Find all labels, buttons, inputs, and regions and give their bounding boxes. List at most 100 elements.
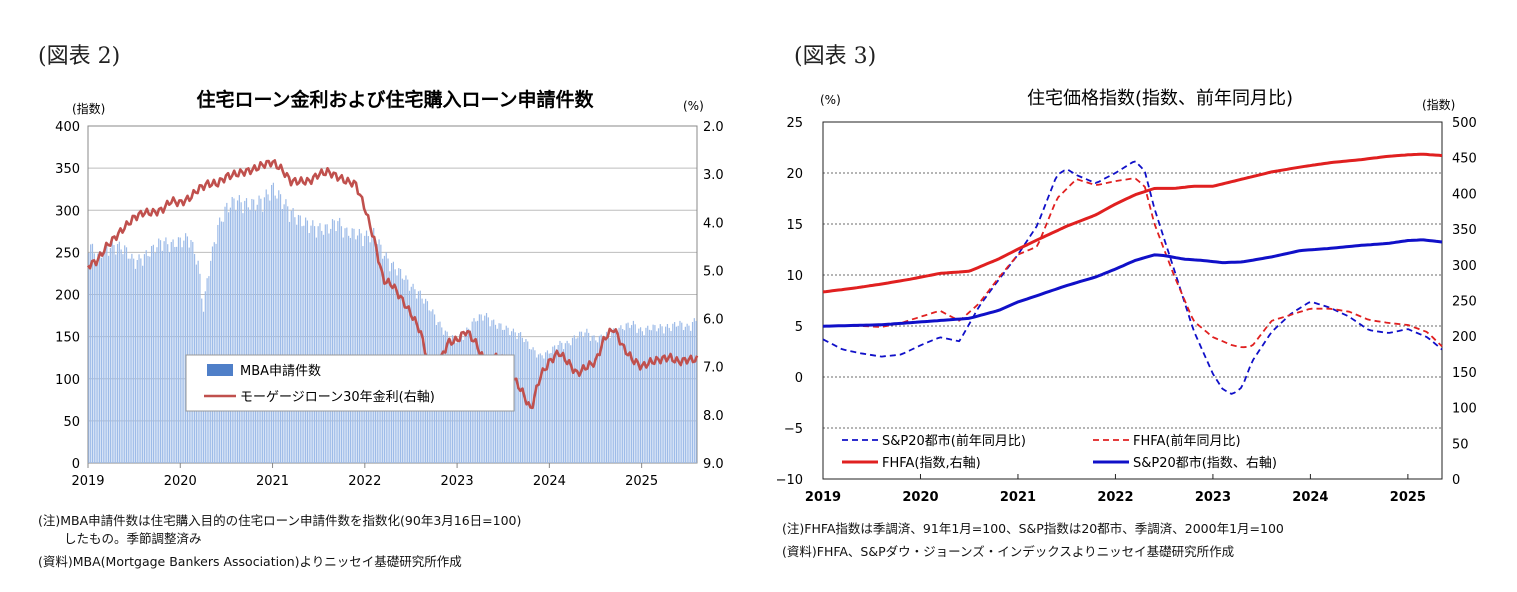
bar (543, 358, 545, 463)
bar (269, 200, 271, 463)
bar (185, 233, 187, 463)
bar (666, 324, 669, 463)
bar (605, 331, 608, 463)
bar (548, 353, 550, 463)
bar (659, 324, 661, 463)
bar (192, 241, 194, 463)
right-axis-tick-label: 200 (1452, 330, 1477, 345)
chart-title: 住宅価格指数(指数、前年同月比) (1027, 88, 1293, 109)
bar (629, 327, 631, 463)
bar (138, 254, 140, 463)
bar (657, 328, 660, 463)
bar (219, 217, 221, 463)
x-axis-tick-label: 2023 (1195, 490, 1231, 505)
bar (668, 327, 670, 463)
x-axis-tick-label: 2020 (902, 490, 938, 505)
bar (170, 241, 172, 463)
bar (231, 196, 233, 463)
bar (679, 320, 681, 463)
bar (631, 325, 633, 463)
bar (546, 350, 549, 463)
left-axis-tick-label: 50 (63, 415, 80, 430)
bar (242, 213, 244, 463)
bar (176, 246, 178, 463)
figure-2-note-1: (注)MBA申請件数は住宅購入目的の住宅ローン申請件数を指数化(90年3月16日… (38, 513, 522, 528)
bar (247, 207, 249, 463)
bar (276, 198, 278, 464)
bar (641, 331, 643, 463)
bar (142, 265, 144, 463)
bar (147, 255, 149, 463)
bar (224, 206, 226, 464)
bar (222, 221, 224, 463)
x-axis-tick-label: 2019 (805, 490, 841, 505)
bar (639, 327, 642, 463)
bar (270, 184, 273, 463)
bar (287, 206, 289, 463)
bar (154, 252, 156, 463)
bar (235, 210, 237, 463)
bar (355, 239, 357, 463)
bar (115, 254, 117, 463)
bar (107, 255, 110, 463)
bar (118, 241, 120, 463)
series-line-fhfa-index (822, 152, 1443, 294)
right-axis-tick-label: 4.0 (703, 216, 724, 231)
bar (122, 254, 124, 463)
bar (136, 259, 138, 463)
legend-label-fhfa-yoy: FHFA(前年同月比) (1133, 433, 1241, 449)
bar (611, 332, 613, 463)
bar (374, 239, 377, 463)
bar (150, 246, 153, 463)
bar (353, 228, 355, 463)
figure-2-note-2: したもの。季節調整済み (64, 531, 202, 546)
bar (588, 332, 590, 463)
bar (661, 326, 663, 463)
bar (183, 240, 185, 463)
bar (274, 195, 276, 463)
bar (536, 357, 538, 463)
bar (249, 209, 251, 463)
x-axis-tick-label: 2021 (1000, 490, 1036, 505)
bar (557, 345, 559, 463)
bar (638, 328, 640, 463)
x-axis-tick-label: 2021 (256, 474, 289, 489)
figure-3-label: (図表 3) (794, 44, 877, 69)
left-axis-tick-label: −10 (776, 473, 803, 488)
right-axis-tick-label: 3.0 (703, 168, 724, 183)
left-axis-tick-label: 0 (795, 371, 803, 386)
bar (575, 338, 577, 463)
bar (636, 332, 638, 463)
bar (145, 250, 147, 463)
bar (674, 322, 676, 463)
bar (124, 245, 126, 463)
bar (331, 219, 334, 463)
bar (328, 233, 330, 463)
bar (351, 228, 353, 463)
right-axis-tick-label: 2.0 (703, 120, 724, 135)
bar (321, 230, 323, 463)
x-axis-tick-label: 2019 (71, 474, 104, 489)
bar (233, 198, 235, 464)
bar (602, 339, 604, 463)
bar (650, 330, 652, 463)
bar (690, 330, 692, 463)
bar (595, 340, 597, 463)
bar (518, 332, 520, 463)
bar (125, 247, 128, 463)
left-axis-tick-label: 20 (786, 167, 803, 182)
bar (618, 327, 620, 463)
bar (369, 242, 371, 463)
bar (129, 258, 131, 463)
bar (174, 246, 176, 463)
bar (133, 258, 135, 463)
figure-3-source: (資料)FHFA、S&Pダウ・ジョーンズ・インデックスよりニッセイ基礎研究所作成 (782, 544, 1235, 559)
bar (99, 251, 101, 463)
bar (109, 247, 111, 463)
bar (167, 244, 169, 463)
bar (116, 243, 119, 463)
bar (244, 200, 246, 463)
bar (614, 330, 617, 463)
bar (589, 340, 592, 463)
bar (97, 253, 99, 463)
